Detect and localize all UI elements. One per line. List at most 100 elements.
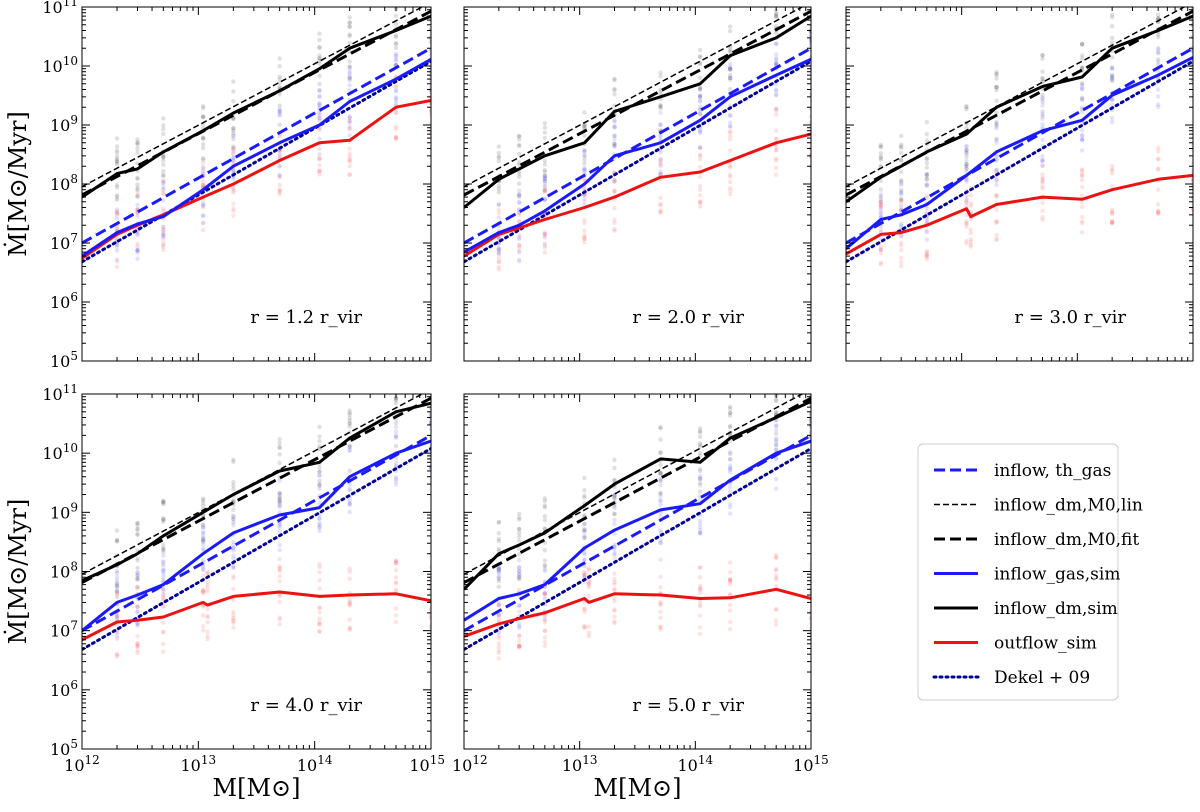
scatter-point [808,32,811,38]
scatter-point [231,545,236,551]
scatter-point [924,252,930,258]
scatter-point [964,150,969,155]
scatter-point [317,88,322,93]
scatter-point [516,235,522,240]
scatter-point [808,615,811,621]
scatter-point [200,205,206,210]
scatter-point [1079,204,1085,210]
scatter-point [231,190,236,195]
scatter-point [727,66,733,72]
legend-label-inflow-dm-sim: inflow_dm,sim [994,599,1118,619]
scatter-point [135,247,140,252]
scatter-point [516,643,522,648]
scatter-point [542,566,548,572]
scatter-point [114,158,120,164]
scatter-point [161,154,166,159]
scatter-point [697,145,703,151]
scatter-point [393,558,399,564]
scatter-point [205,585,210,591]
ticks-4 [81,393,432,750]
scatter-point [727,578,733,584]
series-inflow-gas-sim-5 [464,439,811,622]
scatter-point [697,441,703,446]
scatter-point [1079,56,1085,61]
scatter-point [612,542,617,548]
scatter-point [347,502,352,507]
scatter-point [1040,208,1045,213]
scatter-point [1155,167,1161,172]
scatter-point [773,136,779,141]
scatter-point [808,37,811,42]
scatter-point [317,516,322,522]
scatter-point [727,485,733,490]
scatter-point [114,652,120,657]
scatter-point [542,188,548,193]
scatter-point [161,517,166,522]
scatter-point [428,420,431,426]
scatter-point [582,167,587,173]
scatter-point [161,567,166,572]
scatter-point [516,603,522,608]
scatter-point [161,553,166,559]
scatter-point [582,527,587,532]
scatter-point [924,249,930,255]
series-inflow-dm-M0lin-4 [82,394,424,575]
scatter-point [542,197,548,202]
scatter-point [697,152,703,158]
scatter-point [697,95,703,100]
scatter-point [612,226,617,232]
scatter-point [898,197,904,203]
scatter-point [200,589,206,594]
scatter-point [808,40,811,46]
scatter-point [727,61,733,67]
scatter-point [393,613,399,618]
scatter-point [658,110,663,115]
scatter-point [727,130,733,135]
scatter-point [924,181,930,187]
scatter-point [542,564,548,569]
scatter-point [658,491,663,496]
scatter-point [317,438,322,444]
scatter-point [347,146,352,151]
scatter-point [317,525,322,530]
scatter-point [277,112,282,117]
scatter-point [658,437,663,442]
scatter-point [317,481,322,487]
scatter-point [200,500,206,506]
scatter-point [727,413,733,418]
scatter-point [1155,156,1161,162]
scatter-point [496,576,502,582]
scatter-point [516,236,522,242]
scatter-point [697,183,703,189]
scatter-point [135,577,140,582]
scatter-point [1155,51,1161,56]
scatter-point [612,133,617,139]
scatter-point [135,192,140,198]
scatter-point [964,200,969,205]
scatter-point [347,157,352,162]
scatter-point [773,108,779,113]
scatter-point [773,92,779,97]
scatter-point [114,589,120,595]
scatter-point [1155,187,1161,192]
scatter-point [612,143,617,149]
scatter-point [161,563,166,568]
scatter-point [347,418,352,423]
scatter-point [542,547,548,553]
scatter-point [496,566,502,571]
scatter-point [277,501,282,507]
scatter-point [200,522,206,527]
scatter-point [924,182,930,188]
scatter-point [516,552,522,557]
scatter-point [231,609,236,615]
scatter-point [1109,116,1115,121]
scatter-cloud-5 [496,394,811,661]
scatter-point [496,573,502,579]
scatter-point [200,145,206,151]
y-tick-label: 107 [50,231,78,253]
scatter-point [161,173,166,179]
scatter-point [114,160,120,165]
scatter-point [612,188,617,194]
scatter-point [200,566,206,571]
